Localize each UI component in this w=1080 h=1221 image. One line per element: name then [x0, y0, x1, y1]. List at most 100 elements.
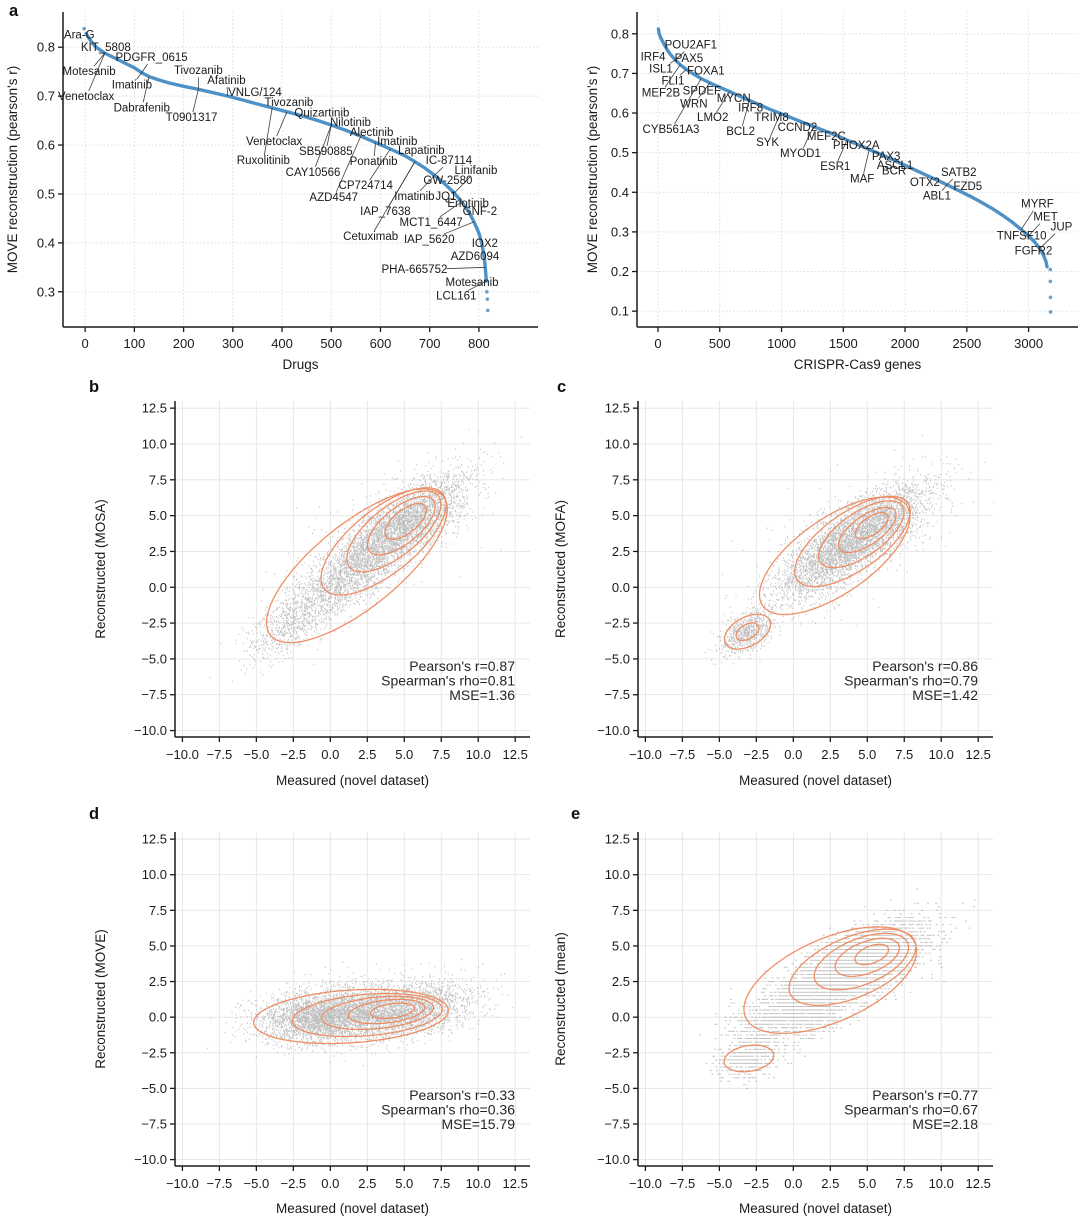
gridlines [175, 832, 530, 1166]
point-label: CCND2 [778, 122, 818, 134]
y-tick-label: 5.0 [149, 508, 167, 523]
point-label: Quizartinib [294, 107, 349, 119]
point-label: Motesanib [446, 277, 499, 289]
x-tick-label: 12.5 [503, 747, 528, 762]
y-tick-label: −7.5 [604, 687, 630, 702]
point-label: Cetuximab [343, 231, 398, 243]
axis-ticks: −10.0 −7.5 −5.0 −2.5 0.0 2.5 5.0 7.5 10.0 12.5 −10… [597, 401, 991, 762]
density-contours [265, 487, 448, 644]
x-tick-label: −2.5 [743, 1176, 769, 1191]
point-label: JQ1 [435, 191, 456, 203]
panel-letter-c: c [557, 378, 567, 396]
point-label: SYK [756, 137, 779, 149]
stats-text-line: MSE=2.18 [912, 1116, 978, 1132]
y-tick-label: 0.0 [612, 1010, 630, 1025]
y-axis-label: Reconstructed (MOVE) [93, 929, 108, 1069]
x-tick-label: 1000 [767, 336, 796, 351]
point-label: T0901317 [166, 112, 218, 124]
y-tick-label: 2.5 [612, 544, 630, 559]
point-label: IAP_7638 [360, 206, 411, 218]
y-tick-label: 0.7 [37, 89, 55, 104]
scatter-points [699, 888, 976, 1089]
y-tick-label: −10.0 [134, 723, 167, 738]
y-axis-label: MOVE reconstruction (pearson's r) [585, 66, 600, 273]
stats-text-line: MSE=1.36 [449, 687, 515, 703]
stats-text-line: Spearman's rho=0.36 [381, 1102, 515, 1118]
point-label: MEF2C [807, 131, 846, 143]
x-tick-label: −5.0 [244, 1176, 270, 1191]
panel-d-move-scatter-chart: Pearson's r=0.33 Spearman's rho=0.36 MSE=1… [85, 813, 555, 1221]
x-tick-label: 7.5 [895, 747, 913, 762]
point-label: Imatinib [377, 136, 417, 148]
axis-ticks: −10.0 −7.5 −5.0 −2.5 0.0 2.5 5.0 7.5 10.0 12.5 −10… [597, 832, 991, 1191]
x-tick-label: −10.0 [629, 1176, 662, 1191]
x-tick-label: 5.0 [395, 1176, 413, 1191]
x-tick-label: 10.0 [929, 747, 954, 762]
y-tick-label: 0.3 [611, 224, 629, 239]
y-tick-label: 0.7 [611, 66, 629, 81]
point-label: MCT1_6447 [400, 217, 463, 229]
point-label: FOXA1 [687, 65, 725, 77]
x-tick-label: 7.5 [895, 1176, 913, 1191]
y-tick-label: 0.5 [611, 145, 629, 160]
x-tick-label: −7.5 [207, 747, 233, 762]
point-label: Motesanib [63, 66, 116, 78]
y-tick-label: 0.5 [37, 186, 55, 201]
stats-text-line: Spearman's rho=0.67 [844, 1102, 978, 1118]
y-tick-label: 0.3 [37, 284, 55, 299]
gridlines [63, 12, 538, 327]
panel-letter-a: a [9, 2, 19, 20]
point-label: IRF8 [738, 102, 763, 114]
x-tick-label: 2500 [952, 336, 981, 351]
panel-b-mosa-scatter-chart: Pearson's r=0.87 Spearman's rho=0.81 MSE=1… [85, 385, 555, 810]
x-tick-label: 2.5 [358, 1176, 376, 1191]
y-tick-label: 7.5 [149, 903, 167, 918]
x-tick-label: 7.5 [432, 747, 450, 762]
x-tick-label: −5.0 [244, 747, 270, 762]
stats-text-line: Pearson's r=0.87 [409, 658, 515, 674]
point-label: Tivozanib [174, 65, 223, 77]
x-tick-label: 0.0 [321, 747, 339, 762]
y-tick-label: 7.5 [612, 903, 630, 918]
point-label: MYRF [1021, 199, 1054, 211]
axis-ticks: 0 100 200 300 400 500 600 700 800 0.3 0.4 0.5 0.6 0.7… [37, 40, 490, 351]
y-axis-label: Reconstructed (mean) [553, 932, 568, 1066]
point-label: Afatinib [207, 75, 245, 87]
point-label: TNFSF10 [997, 230, 1047, 242]
y-tick-label: −5.0 [604, 651, 630, 666]
y-tick-label: 12.5 [605, 401, 630, 416]
point-label: SATB2 [941, 167, 977, 179]
x-tick-label: 2.5 [358, 747, 376, 762]
annotation-leader-lines [88, 52, 487, 292]
y-tick-label: −2.5 [141, 616, 167, 631]
axis-ticks: −10.0 −7.5 −5.0 −2.5 0.0 2.5 5.0 7.5 10.0 12.5 −10… [134, 832, 528, 1191]
y-tick-label: 0.0 [149, 1010, 167, 1025]
x-tick-label: −10.0 [629, 747, 662, 762]
x-tick-label: 5.0 [858, 1176, 876, 1191]
y-tick-label: 5.0 [612, 508, 630, 523]
x-tick-label: 5.0 [858, 747, 876, 762]
x-tick-label: 5.0 [395, 747, 413, 762]
density-contours [252, 988, 450, 1045]
point-label: FGFR2 [1015, 245, 1053, 257]
y-tick-label: −5.0 [141, 1081, 167, 1096]
x-tick-label: 400 [271, 336, 293, 351]
y-tick-label: −7.5 [141, 687, 167, 702]
point-label: GW-2580 [423, 175, 472, 187]
point-label: PAX5 [675, 53, 704, 65]
y-tick-label: 7.5 [149, 472, 167, 487]
x-tick-label: 10.0 [466, 747, 491, 762]
x-tick-label: 12.5 [966, 1176, 991, 1191]
point-label: LMO2 [697, 112, 728, 124]
point-label: BCR [882, 166, 906, 178]
stats-text-line: Pearson's r=0.86 [872, 658, 978, 674]
scatter-points [209, 428, 522, 683]
y-tick-label: 2.5 [612, 974, 630, 989]
y-tick-label: 0.1 [611, 304, 629, 319]
y-tick-label: 10.0 [142, 867, 167, 882]
x-tick-label: 700 [419, 336, 441, 351]
y-tick-label: 7.5 [612, 472, 630, 487]
point-label: CAY10566 [286, 167, 341, 179]
axis-ticks: 0 500 1000 1500 2000 2500 3000 0.1 0.2 0.3 0.4 0.5 0… [611, 26, 1043, 351]
